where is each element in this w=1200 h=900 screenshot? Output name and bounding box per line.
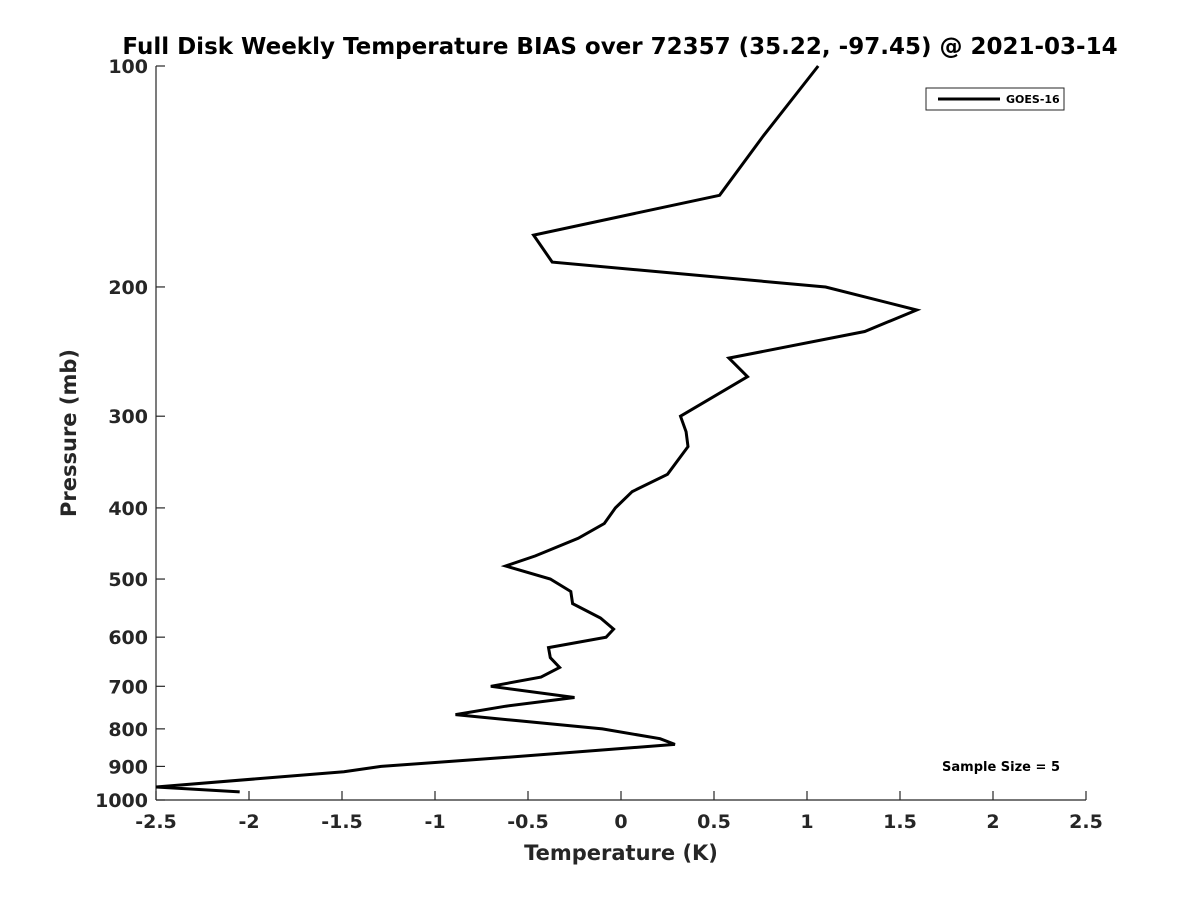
x-tick-label: 0 — [614, 811, 627, 833]
y-tick-label: 100 — [108, 56, 148, 78]
y-tick-label: 500 — [108, 569, 148, 591]
x-axis-label: Temperature (K) — [524, 841, 718, 865]
series-line-goes-16 — [155, 65, 922, 794]
x-tick-label: -2 — [238, 811, 259, 833]
y-tick-label: 600 — [108, 627, 148, 649]
x-tick-label: 1 — [800, 811, 813, 833]
x-tick-label: -1.5 — [321, 811, 363, 833]
x-tick-label: 2.5 — [1069, 811, 1103, 833]
y-tick-label: 400 — [108, 498, 148, 520]
y-tick-label: 200 — [108, 277, 148, 299]
series-group — [155, 65, 922, 794]
legend: GOES-16 — [925, 87, 1065, 111]
plot-area — [156, 66, 1086, 800]
y-tick-label: 800 — [108, 719, 148, 741]
x-tick-label: 1.5 — [883, 811, 917, 833]
y-tick-label: 300 — [108, 406, 148, 428]
x-tick-label: 0.5 — [697, 811, 731, 833]
x-tick-label: -2.5 — [135, 811, 177, 833]
x-tick-label: -1 — [424, 811, 445, 833]
y-axis-label: Pressure (mb) — [57, 349, 81, 517]
y-tick-label: 1000 — [95, 790, 148, 812]
y-tick-label: 900 — [108, 756, 148, 778]
sample-size-annotation: Sample Size = 5 — [942, 760, 1060, 775]
legend-label-goes-16: GOES-16 — [1006, 93, 1060, 106]
x-tick-label: 2 — [986, 811, 999, 833]
x-axis-ticks: -2.5 -2 -1.5 -1 -0.5 0 0.5 1 1.5 2 2.5 — [135, 791, 1103, 833]
chart-title: Full Disk Weekly Temperature BIAS over 7… — [122, 34, 1117, 60]
x-tick-label: -0.5 — [507, 811, 549, 833]
y-tick-label: 700 — [108, 676, 148, 698]
y-axis-ticks: 100 200 300 400 500 600 700 800 900 1000 — [95, 56, 165, 812]
